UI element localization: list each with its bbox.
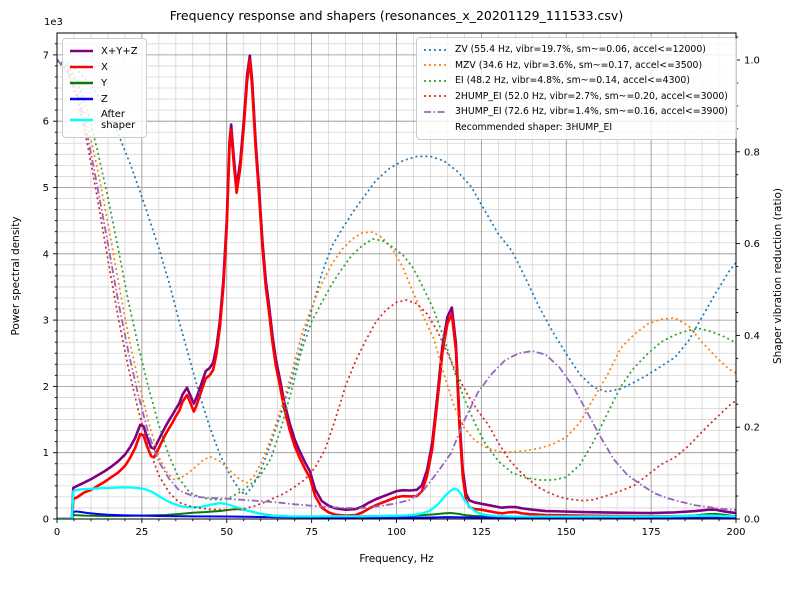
left-y-tick-label: 5: [43, 183, 49, 194]
legend-item-after-shaper: After shaper: [69, 107, 138, 133]
legend-item-z: Z: [69, 91, 138, 107]
legend-label: EI (48.2 Hz, vibr=4.8%, sm~=0.14, accel<…: [455, 75, 690, 87]
left-y-tick-label: 3: [43, 316, 49, 327]
left-y-tick-label: 7: [43, 50, 49, 61]
empty-swatch-spacer: [423, 122, 448, 132]
legend-item-y: Y: [69, 75, 138, 91]
right-y-tick-label: 0.0: [744, 515, 760, 526]
x-tick-label: 25: [136, 527, 149, 538]
x-tick-label: 125: [472, 527, 491, 538]
legend-label: ZV (55.4 Hz, vibr=19.7%, sm~=0.06, accel…: [455, 44, 706, 56]
left-y-tick-label: 6: [43, 117, 49, 128]
legend-item-x: X: [69, 59, 138, 75]
2hump-ei-line-swatch-icon: [424, 95, 447, 98]
legend-label: 2HUMP_EI (52.0 Hz, vibr=2.7%, sm~=0.20, …: [455, 90, 728, 102]
series-zv: [57, 59, 736, 496]
xyz-line-swatch-icon: [70, 49, 93, 53]
after-shaper-line-swatch-icon: [70, 118, 93, 122]
3hump-ei-line-swatch-icon: [424, 110, 447, 113]
right-y-tick-label: 0.2: [744, 423, 760, 434]
left-y-tick-label: 2: [43, 382, 49, 393]
left-y-axis-label: Power spectral density: [10, 216, 22, 336]
x-tick-label: 0: [54, 527, 60, 538]
x-tick-label: 100: [387, 527, 406, 538]
legend-item-zv: ZV (55.4 Hz, vibr=19.7%, sm~=0.06, accel…: [423, 42, 728, 58]
left-y-tick-label: 4: [43, 249, 49, 260]
left-y-tick-label: 0: [43, 515, 49, 526]
series-after-shaper: [57, 486, 736, 519]
legend-item-mzv: MZV (34.6 Hz, vibr=3.6%, sm~=0.17, accel…: [423, 58, 728, 74]
legend-label: After shaper: [101, 109, 136, 131]
series-group: [57, 54, 736, 519]
x-tick-label: 50: [220, 527, 233, 538]
y-line-swatch-icon: [70, 81, 93, 85]
legend-label: MZV (34.6 Hz, vibr=3.6%, sm~=0.17, accel…: [455, 59, 703, 71]
ei-line-swatch-icon: [424, 79, 447, 82]
legend-item-2hump-ei: 2HUMP_EI (52.0 Hz, vibr=2.7%, sm~=0.20, …: [423, 89, 728, 105]
right-y-tick-label: 0.6: [744, 239, 760, 250]
series-mzv: [57, 59, 736, 484]
legend-item-ei: EI (48.2 Hz, vibr=4.8%, sm~=0.14, accel<…: [423, 73, 728, 89]
series-3hump_ei: [57, 59, 736, 511]
legend-item-xyz: X+Y+Z: [69, 43, 138, 59]
right-y-axis-label: Shaper vibration reduction (ratio): [772, 187, 784, 365]
x-axis-label: Frequency, Hz: [359, 553, 434, 565]
chart-title: Frequency response and shapers (resonanc…: [169, 8, 624, 23]
legend-label: Z: [101, 93, 108, 105]
legend-item-3hump-ei: 3HUMP_EI (72.6 Hz, vibr=1.4%, sm~=0.16, …: [423, 104, 728, 120]
x-tick-label: 75: [305, 527, 318, 538]
x-line-swatch-icon: [70, 65, 93, 69]
legend-label: 3HUMP_EI (72.6 Hz, vibr=1.4%, sm~=0.16, …: [455, 106, 728, 118]
legend-label: X+Y+Z: [101, 45, 138, 57]
right-y-tick-label: 1.0: [744, 55, 760, 66]
zv-line-swatch-icon: [424, 48, 447, 51]
right-y-tick-label: 0.8: [744, 147, 760, 158]
x-tick-label: 150: [557, 527, 576, 538]
shapers-legend: ZV (55.4 Hz, vibr=19.7%, sm~=0.06, accel…: [416, 37, 737, 140]
x-tick-label: 175: [642, 527, 661, 538]
series-2hump_ei: [57, 59, 736, 511]
right-y-tick-label: 0.4: [744, 331, 760, 342]
axis-ticks: [53, 36, 740, 523]
y-axis-offset-text: 1e3: [44, 17, 63, 28]
psd-legend: X+Y+Z X Y Z After shaper: [62, 38, 147, 138]
legend-label: X: [101, 61, 108, 73]
legend-item-recommendation: Recommended shaper: 3HUMP_EI: [423, 120, 728, 136]
legend-label: Y: [101, 77, 108, 89]
tick-labels: 0 25 50 75 100 125 150 175 200 0 1 2 3 4 5 6 7 0.0 0.2 0.4 0…: [43, 50, 760, 538]
mzv-line-swatch-icon: [424, 64, 447, 67]
left-y-tick-label: 1: [43, 448, 49, 459]
major-gridlines: [56, 33, 737, 520]
series-z: [57, 510, 736, 519]
x-tick-label: 200: [726, 527, 745, 538]
z-line-swatch-icon: [70, 97, 93, 101]
recommended-shaper-text: Recommended shaper: 3HUMP_EI: [455, 121, 613, 133]
